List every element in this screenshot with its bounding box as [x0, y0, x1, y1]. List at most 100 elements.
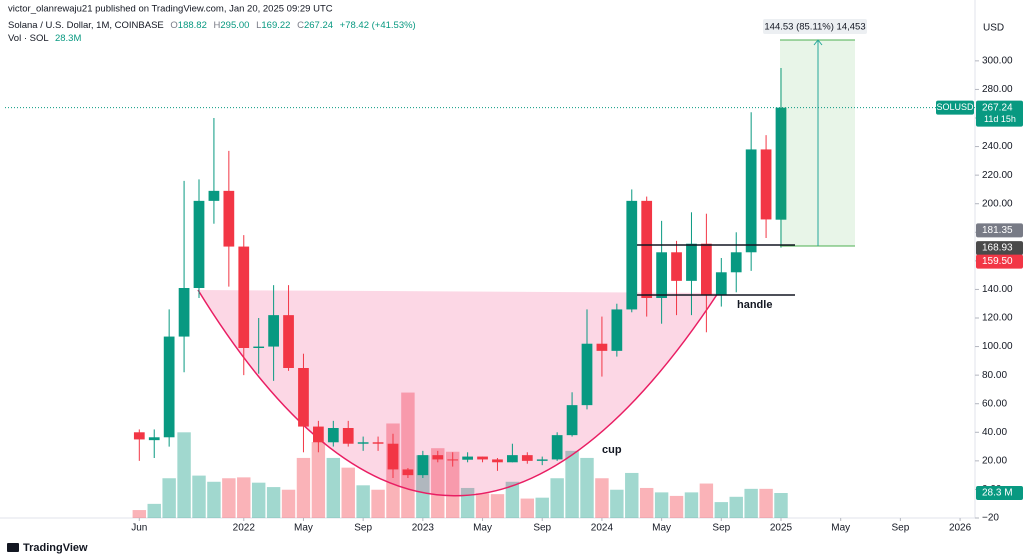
candle-body [342, 428, 354, 444]
volume-bar [520, 498, 535, 518]
cup-fill [198, 290, 718, 496]
measure-label: 144.53 (85.11%) 14,453 [764, 22, 865, 33]
volume-badge [976, 486, 1023, 500]
candle-body [372, 442, 384, 444]
y-tick-label: 300.00 [982, 55, 1013, 66]
volume-bar [625, 472, 639, 518]
volume-bar [639, 487, 654, 518]
volume-bar [714, 502, 729, 518]
candle-body [133, 432, 145, 440]
volume-line: Vol · SOL 28.3M [8, 33, 81, 44]
price-badge [976, 254, 1023, 269]
symbol-badge [936, 100, 974, 115]
candle-body [775, 107, 787, 220]
y-tick-label: 280.00 [982, 84, 1013, 95]
footer-brand: TradingView [23, 542, 88, 554]
candle-body [327, 428, 339, 443]
y-tick-label: 220.00 [982, 170, 1013, 181]
candle-body [357, 442, 369, 444]
candle-body [626, 200, 638, 310]
candle-body [447, 459, 459, 461]
price-badge-label: 181.35 [982, 225, 1013, 236]
volume-bar [490, 494, 505, 518]
volume-bar [580, 457, 594, 518]
currency: USD [983, 23, 1004, 34]
candle-body [730, 252, 742, 273]
y-tick-label: 100.00 [982, 341, 1013, 352]
y-tick-label: 80.00 [982, 370, 1007, 381]
volume-bar [431, 448, 445, 518]
candle-body [641, 200, 653, 298]
cup-drawing [197, 289, 719, 497]
candle-body [223, 190, 235, 247]
y-tick-label: 240.00 [982, 141, 1013, 152]
x-tick-label: May [831, 523, 850, 534]
volume-bar [759, 488, 773, 518]
volume-bar [162, 478, 176, 518]
x-tick-label: May [652, 523, 671, 534]
x-tick-label: May [294, 523, 313, 534]
countdown: 11d 15h [984, 114, 1016, 124]
price-badge [976, 223, 1023, 238]
volume-bar [699, 483, 714, 518]
candle-body [253, 346, 265, 348]
volume-bar [281, 489, 296, 518]
volume-bar [326, 457, 341, 518]
volume-bar [401, 392, 415, 518]
volume-bar [222, 478, 236, 518]
y-tick-label: 60.00 [982, 398, 1007, 409]
volume-bar [445, 451, 460, 518]
x-tick-label: Sep [354, 523, 372, 534]
candle-body [566, 405, 578, 436]
symbol: Solana / U.S. Dollar, 1M, COINBASE [8, 20, 164, 31]
candle-body [760, 149, 772, 220]
candle-body [417, 455, 429, 476]
candle-body [193, 200, 205, 288]
volume-bar [669, 495, 684, 518]
volume-bar [251, 482, 266, 518]
volume-bar [774, 493, 788, 518]
volume-bar [475, 493, 490, 518]
candle-body [208, 190, 220, 201]
price-badge-label: 159.50 [982, 256, 1013, 267]
volume-bar [565, 450, 579, 518]
x-tick-label: Sep [533, 523, 551, 534]
candle-body [521, 455, 533, 461]
volume-bar [654, 492, 669, 518]
candle-body [507, 455, 518, 463]
candle-body [715, 272, 727, 296]
quote-value: 169.22 [261, 20, 290, 31]
x-tick-label: 2026 [949, 523, 972, 534]
candle-body [387, 443, 399, 470]
volume-bar [311, 442, 326, 518]
candle-body [313, 426, 324, 443]
volume-bar [356, 485, 370, 518]
candle-body [178, 288, 190, 337]
candle-body [745, 149, 757, 253]
symbol-badge-label: SOLUSD [936, 102, 974, 112]
y-tick-label: 200.00 [982, 198, 1013, 209]
quote-value: 188.82 [178, 20, 207, 31]
quote-value: 267.24 [304, 20, 333, 31]
candles [133, 68, 787, 478]
x-tick-label: 2023 [412, 523, 435, 534]
measure-arrowhead [813, 39, 823, 46]
cup-curve [197, 289, 719, 497]
volume-bar [684, 492, 699, 518]
volume-bar [266, 487, 281, 518]
candle-body [536, 459, 548, 461]
volume-bar [610, 489, 624, 518]
measure-label-box [763, 19, 867, 34]
quote-key: L [256, 20, 261, 31]
candle-body [656, 252, 667, 298]
candle-body [402, 469, 414, 476]
y-tick-label: 40.00 [982, 427, 1007, 438]
x-tick-label: May [473, 523, 492, 534]
volume-bar [341, 467, 355, 518]
candle-body [163, 336, 175, 438]
volume-bar [535, 497, 549, 518]
x-tick-label: Jun [131, 523, 147, 534]
candle-body [432, 455, 444, 460]
candle-body [581, 343, 593, 406]
